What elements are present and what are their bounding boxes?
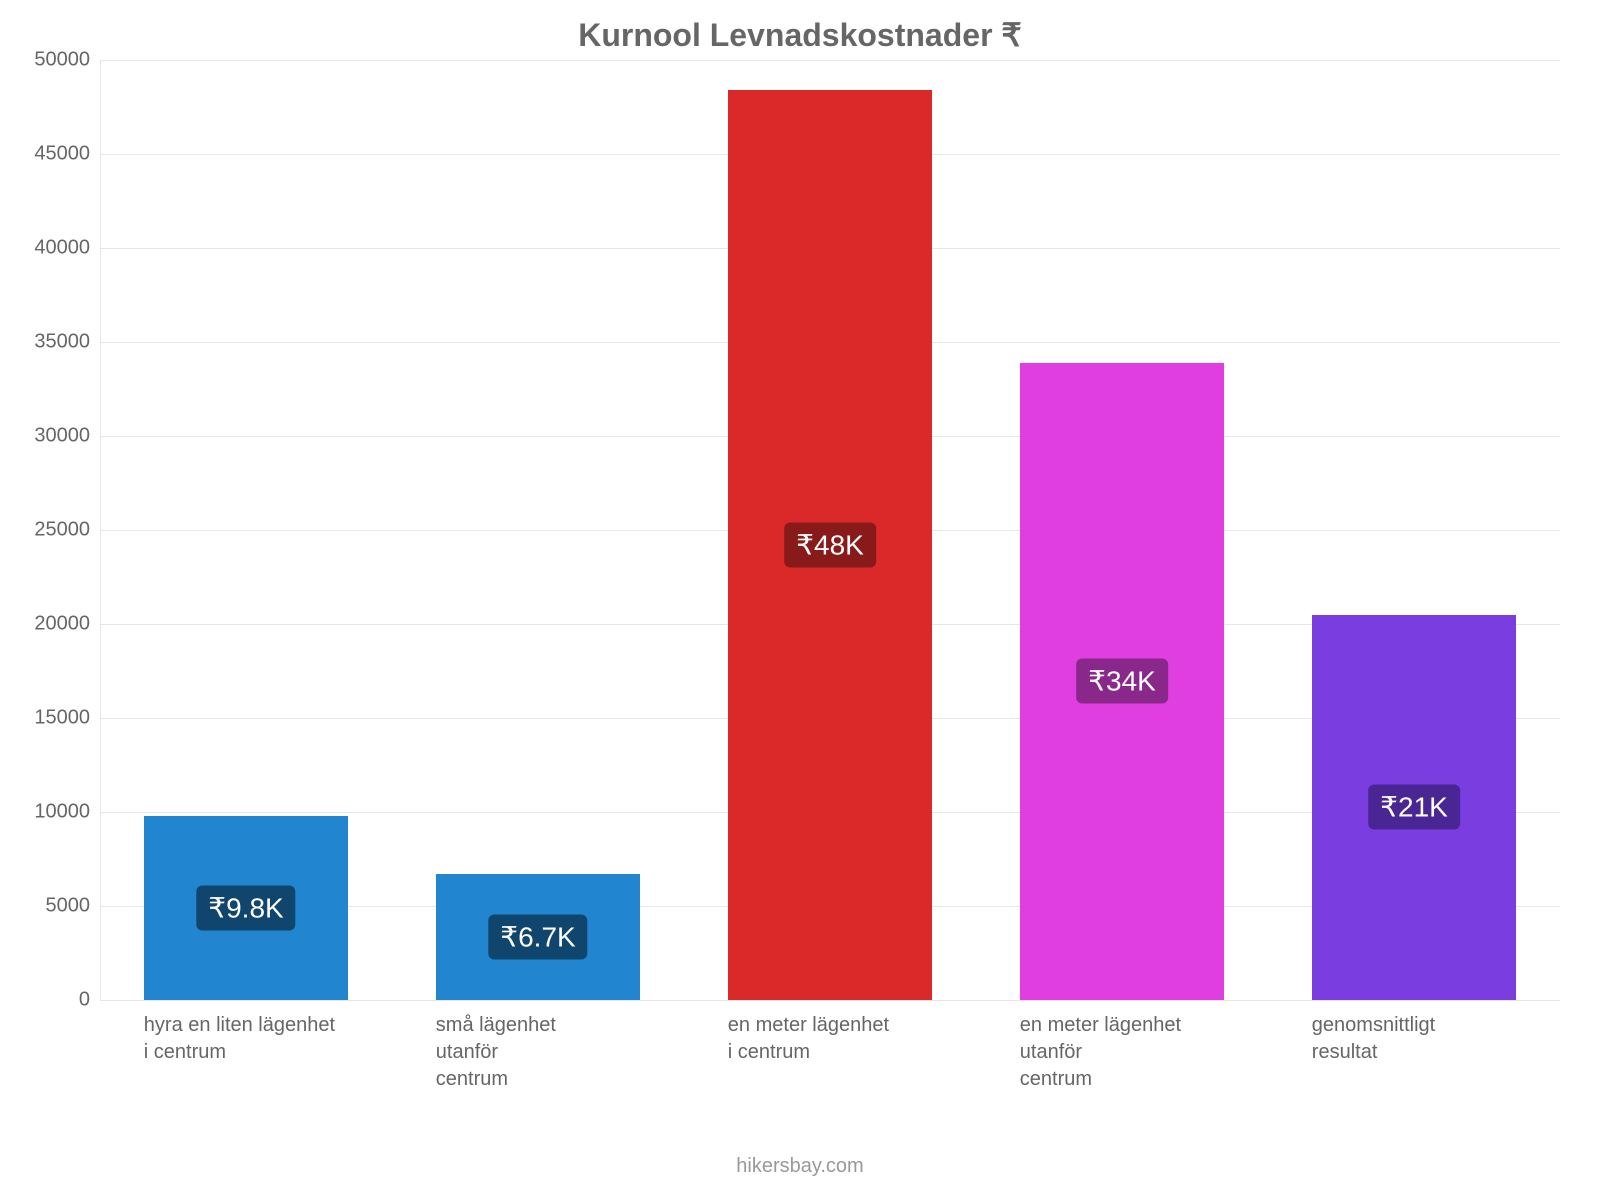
y-tick-label: 50000 bbox=[34, 49, 100, 72]
y-tick-label: 25000 bbox=[34, 519, 100, 542]
plot-area: 0500010000150002000025000300003500040000… bbox=[100, 60, 1560, 1000]
y-tick-label: 30000 bbox=[34, 425, 100, 448]
x-category-label: genomsnittligtresultat bbox=[1312, 1000, 1516, 1066]
y-tick-label: 35000 bbox=[34, 331, 100, 354]
x-category-label: hyra en liten lägenheti centrum bbox=[144, 1000, 348, 1066]
bar-value-label: ₹48K bbox=[784, 523, 876, 568]
bar-value-label: ₹21K bbox=[1368, 785, 1460, 830]
bar-value-label: ₹6.7K bbox=[488, 915, 587, 960]
chart-container: Kurnool Levnadskostnader ₹ 0500010000150… bbox=[0, 0, 1600, 1200]
y-axis-line bbox=[100, 60, 101, 1000]
y-tick-label: 20000 bbox=[34, 613, 100, 636]
x-category-label: en meter lägenheti centrum bbox=[728, 1000, 932, 1066]
y-tick-label: 45000 bbox=[34, 143, 100, 166]
y-tick-label: 15000 bbox=[34, 707, 100, 730]
y-tick-label: 40000 bbox=[34, 237, 100, 260]
x-category-label: små lägenhetutanförcentrum bbox=[436, 1000, 640, 1093]
y-tick-label: 10000 bbox=[34, 801, 100, 824]
chart-title: Kurnool Levnadskostnader ₹ bbox=[0, 16, 1600, 54]
chart-source: hikersbay.com bbox=[0, 1155, 1600, 1178]
grid-line bbox=[100, 60, 1560, 61]
bar-value-label: ₹34K bbox=[1076, 659, 1168, 704]
bar-value-label: ₹9.8K bbox=[196, 885, 295, 930]
x-category-label: en meter lägenhetutanförcentrum bbox=[1020, 1000, 1224, 1093]
y-tick-label: 0 bbox=[79, 989, 100, 1012]
y-tick-label: 5000 bbox=[46, 895, 101, 918]
